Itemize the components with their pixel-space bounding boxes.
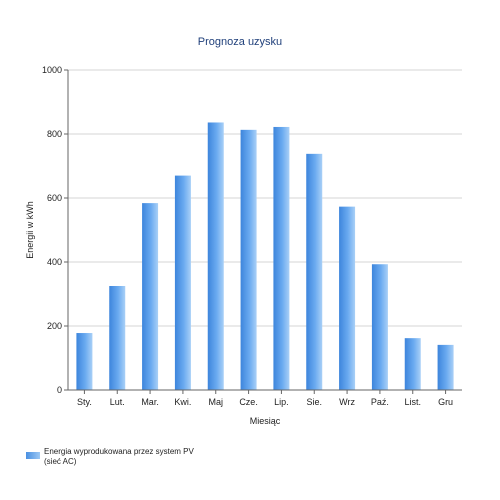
x-tick-label: Gru bbox=[438, 397, 453, 407]
bar bbox=[174, 175, 191, 390]
tick-labels: 0 200 400 600 800 1000 Sty. Lut. Mar. Kwi. Maj Cze.… bbox=[42, 65, 453, 407]
bar bbox=[76, 333, 93, 390]
y-tick-label: 800 bbox=[47, 129, 62, 139]
x-tick-label: Mar. bbox=[141, 397, 159, 407]
bar bbox=[207, 122, 224, 390]
legend: Energia wyprodukowana przez system PV (s… bbox=[26, 447, 206, 471]
x-tick-label: Lip. bbox=[274, 397, 289, 407]
x-tick-label: Lut. bbox=[110, 397, 125, 407]
y-tick-label: 400 bbox=[47, 257, 62, 267]
x-axis-title: Miesiąc bbox=[250, 416, 281, 426]
legend-swatch bbox=[26, 452, 40, 459]
x-tick-label: Wrz bbox=[339, 397, 355, 407]
x-tick-label: Cze. bbox=[239, 397, 258, 407]
y-tick-label: 200 bbox=[47, 321, 62, 331]
x-tick-label: List. bbox=[404, 397, 421, 407]
x-tick-label: Sty. bbox=[77, 397, 92, 407]
bar bbox=[306, 153, 323, 390]
x-tick-label: Maj bbox=[208, 397, 223, 407]
y-tick-label: 0 bbox=[57, 385, 62, 395]
legend-label: Energia wyprodukowana przez system PV (s… bbox=[44, 447, 194, 466]
bar bbox=[404, 338, 421, 390]
bar bbox=[371, 264, 388, 390]
bars bbox=[76, 122, 454, 391]
y-tick-label: 1000 bbox=[42, 65, 62, 75]
bar bbox=[339, 206, 356, 390]
y-tick-label: 600 bbox=[47, 193, 62, 203]
x-tick-label: Kwi. bbox=[174, 397, 191, 407]
bar bbox=[273, 126, 290, 391]
gridlines bbox=[68, 69, 462, 327]
y-axis-title: Energii w kWh bbox=[25, 201, 35, 259]
bar bbox=[142, 203, 159, 390]
x-tick-label: Sie. bbox=[306, 397, 322, 407]
x-tick-label: Paź. bbox=[371, 397, 389, 407]
chart-title: Prognoza uzysku bbox=[198, 36, 282, 48]
bar bbox=[437, 344, 454, 390]
bar bbox=[240, 129, 257, 390]
axes bbox=[64, 69, 462, 394]
bar bbox=[109, 286, 126, 390]
